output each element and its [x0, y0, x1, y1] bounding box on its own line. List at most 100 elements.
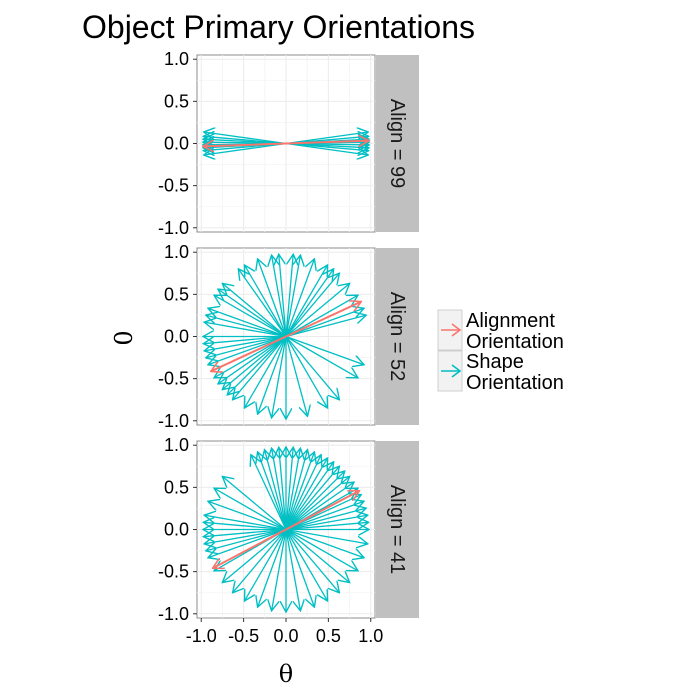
shape-orientation-arrow [285, 529, 314, 608]
shape-orientation-arrow [244, 336, 287, 409]
shape-orientation-arrow [285, 462, 334, 530]
y-tick-label: 1.0 [164, 435, 189, 455]
shape-orientation-arrow [285, 471, 345, 530]
shape-orientation-arrow [203, 528, 287, 537]
y-tick-label: 0.0 [164, 327, 189, 347]
shape-orientation-arrow [285, 522, 369, 531]
y-tick-label: 0.5 [164, 284, 189, 304]
y-tick-label: -0.5 [158, 176, 189, 196]
x-tick-label: -0.5 [228, 626, 259, 646]
shape-orientation-arrow [272, 529, 287, 611]
y-tick-label: -1.0 [158, 411, 189, 431]
shape-orientation-arrow [222, 529, 287, 583]
shape-orientation-arrow [285, 269, 334, 337]
shape-orientation-arrow [285, 528, 368, 544]
shape-orientation-arrow [244, 529, 287, 602]
y-tick-label: 0.0 [164, 134, 189, 154]
alignment-orientation-arrow [285, 141, 369, 144]
shape-orientation-arrow [285, 255, 300, 337]
x-tick-label: -1.0 [186, 626, 217, 646]
shape-orientation-arrow [218, 335, 287, 384]
shape-orientation-arrow [285, 529, 300, 611]
shape-orientation-arrow [285, 308, 364, 338]
legend-label: Shape Orientation [466, 351, 564, 394]
shape-orientation-arrow [204, 528, 287, 544]
y-tick-label: 1.0 [164, 49, 189, 69]
shape-orientation-arrow [208, 335, 287, 365]
shape-orientation-arrow [285, 273, 339, 337]
shape-orientation-arrow [285, 265, 328, 337]
shape-orientation-arrow [218, 289, 287, 338]
shape-orientation-arrow [204, 515, 287, 531]
shape-orientation-arrow [258, 452, 287, 530]
y-tick-label: 0.0 [164, 520, 189, 540]
alignment-orientation-arrow [213, 528, 287, 569]
shape-orientation-arrow [272, 448, 287, 530]
y-axis-label: 0 [110, 330, 138, 345]
shape-orientation-arrow [206, 315, 287, 338]
alignment-orientation-arrow [203, 144, 287, 147]
shape-orientation-arrow [272, 255, 287, 337]
panel-1: Align = 99 1.0 0.5 0.0 -0.5 -1.0 [158, 49, 419, 238]
x-tick-label: 0.0 [273, 626, 298, 646]
shape-orientation-arrow [222, 336, 287, 390]
shape-orientation-arrow [285, 132, 368, 145]
legend-item: Shape Orientation [437, 350, 564, 394]
facet-strip-label: Align = 52 [386, 292, 408, 382]
shape-orientation-arrow [285, 466, 339, 530]
shape-orientation-arrow [285, 529, 350, 583]
shape-orientation-arrow [206, 528, 287, 551]
shape-orientation-arrow [244, 265, 287, 337]
shape-orientation-arrow [285, 447, 293, 530]
shape-orientation-arrow [285, 450, 307, 530]
x-axis-label: θ [279, 660, 293, 688]
shape-orientation-arrow [285, 501, 364, 531]
shape-orientation-arrow [208, 501, 287, 531]
y-tick-label: -0.5 [158, 562, 189, 582]
shape-orientation-arrow [285, 283, 350, 337]
shape-orientation-arrow [258, 259, 287, 337]
shape-orientation-arrow [279, 447, 287, 530]
shape-orientation-arrow [204, 322, 287, 338]
y-tick-label: -1.0 [158, 218, 189, 238]
legend-key-arrowhead [451, 364, 462, 378]
facet-strip [376, 441, 419, 618]
shape-orientation-arrow [285, 336, 328, 409]
chart-title: Object Primary Orientations [82, 9, 475, 45]
shape-orientation-arrow [285, 529, 328, 602]
shape-orientation-arrow [285, 335, 358, 378]
shape-orientation-arrow [208, 528, 287, 558]
shape-orientation-arrow [258, 529, 287, 608]
shape-orientation-arrow [204, 132, 287, 145]
alignment-orientation-arrow [285, 491, 359, 531]
shape-orientation-arrow [285, 529, 339, 593]
shape-orientation-arrow [285, 528, 358, 571]
y-tick-label: -0.5 [158, 369, 189, 389]
shape-orientation-arrow [222, 283, 287, 337]
shape-orientation-arrow [272, 336, 287, 418]
shape-orientation-arrow [285, 515, 368, 531]
facet-strip [376, 248, 419, 425]
legend-label: Alignment Orientation [466, 310, 564, 353]
shape-orientation-arrow [285, 482, 354, 531]
alignment-orientation-arrow [285, 302, 361, 338]
facet-strip-label: Align = 99 [386, 99, 408, 189]
legend-item: Alignment Orientation [437, 309, 564, 353]
shape-orientation-arrow [251, 455, 287, 530]
shape-orientation-arrow [285, 448, 300, 530]
y-tick-label: -1.0 [158, 604, 189, 624]
shape-orientation-arrow [214, 335, 287, 378]
panels: Align = 99 1.0 0.5 0.0 -0.5 -1.0 Align = 52 1.0… [158, 49, 419, 646]
shape-orientation-arrow [203, 522, 287, 531]
facet-strip [376, 55, 419, 232]
shape-orientation-arrow [233, 529, 287, 593]
facet-strip-label: Align = 41 [386, 485, 408, 575]
shape-orientation-arrow [227, 336, 287, 395]
shape-orientation-arrow [208, 308, 287, 338]
x-tick-label: 0.5 [316, 626, 341, 646]
shape-orientation-arrow [285, 336, 307, 417]
shape-orientation-arrow [203, 335, 287, 344]
shape-orientation-arrow [285, 295, 358, 338]
